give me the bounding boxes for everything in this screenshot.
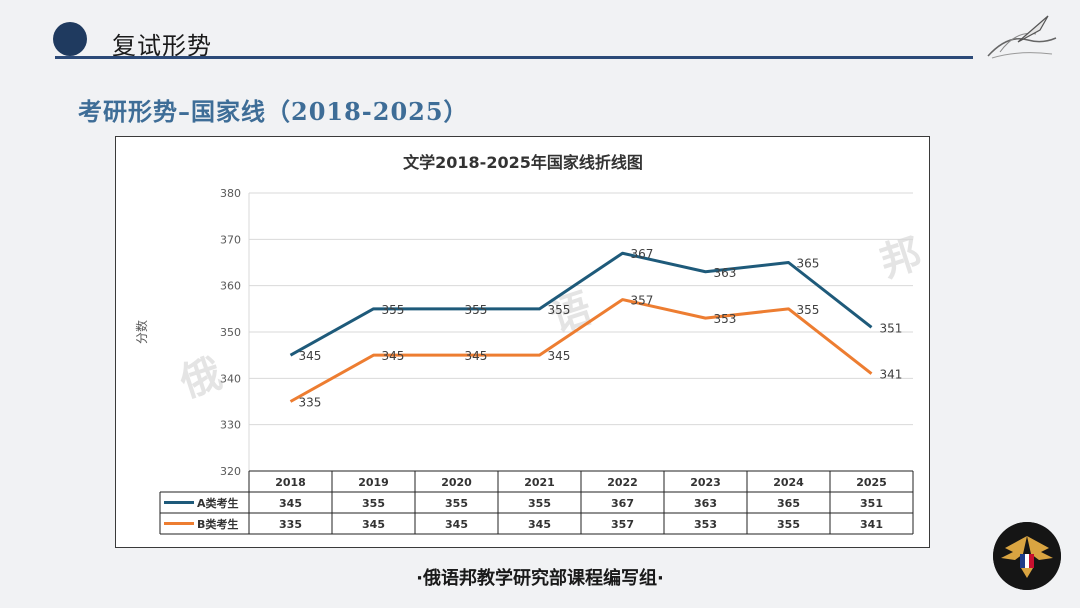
data-label: 365 xyxy=(797,257,820,271)
table-cell: 355 xyxy=(528,497,551,510)
table-cell: 335 xyxy=(279,518,302,531)
quill-ornament-icon xyxy=(987,15,1057,59)
data-label: 345 xyxy=(299,349,322,363)
table-cell: 345 xyxy=(362,518,385,531)
table-cell: 353 xyxy=(694,518,717,531)
x-tick-label: 2018 xyxy=(275,476,306,489)
data-label: 335 xyxy=(299,396,322,410)
x-tick-label: 2025 xyxy=(856,476,887,489)
data-label: 345 xyxy=(548,349,571,363)
y-tick-label: 350 xyxy=(220,326,241,339)
data-label: 353 xyxy=(714,312,737,326)
y-tick-label: 370 xyxy=(220,233,241,246)
y-tick-label: 330 xyxy=(220,419,241,432)
data-label: 341 xyxy=(880,368,903,382)
watermark-char: 邦 xyxy=(875,230,927,286)
y-tick-label: 380 xyxy=(220,187,241,200)
chart-frame: 俄语邦文学2018-2025年国家线折线图 320 330 340 350 360 370 3… xyxy=(115,136,930,548)
data-label: 345 xyxy=(382,349,405,363)
page-subtitle: 考研形势–国家线（2018-2025） xyxy=(78,97,469,126)
y-tick-label: 360 xyxy=(220,280,241,293)
table-cell: 363 xyxy=(694,497,717,510)
header-bullet xyxy=(53,22,87,56)
series-line xyxy=(289,251,873,357)
data-label: 367 xyxy=(631,247,654,261)
table-cell: 345 xyxy=(445,518,468,531)
chart-title: 文学2018-2025年国家线折线图 xyxy=(403,153,643,172)
data-label: 351 xyxy=(880,321,903,335)
legend-label: A类考生 xyxy=(197,496,239,510)
x-tick-label: 2020 xyxy=(441,476,472,489)
line-chart: 俄语邦文学2018-2025年国家线折线图3203303403503603703… xyxy=(134,153,927,535)
series-line xyxy=(289,298,873,403)
legend-label: B类考生 xyxy=(197,517,238,531)
table-cell: 365 xyxy=(777,497,800,510)
x-tick-label: 2023 xyxy=(690,476,721,489)
table-cell: 355 xyxy=(777,518,800,531)
x-tick-label: 2024 xyxy=(773,476,804,489)
eagle-logo-icon xyxy=(993,522,1061,590)
footer-credit: ·俄语邦教学研究部课程编写组· xyxy=(416,568,664,589)
table-cell: 357 xyxy=(611,518,634,531)
table-cell: 341 xyxy=(860,518,883,531)
data-label: 355 xyxy=(797,303,820,317)
data-label: 355 xyxy=(465,303,488,317)
y-tick-label: 320 xyxy=(220,465,241,478)
x-tick-label: 2021 xyxy=(524,476,555,489)
table-cell: 355 xyxy=(362,497,385,510)
x-tick-label: 2022 xyxy=(607,476,638,489)
data-label: 355 xyxy=(548,303,571,317)
table-cell: 351 xyxy=(860,497,883,510)
y-tick-label: 340 xyxy=(220,372,241,385)
header-title: 复试形势 xyxy=(112,32,212,60)
data-label: 355 xyxy=(382,303,405,317)
table-cell: 345 xyxy=(528,518,551,531)
header-divider xyxy=(55,56,973,59)
data-label: 345 xyxy=(465,349,488,363)
data-label: 357 xyxy=(631,294,654,308)
table-cell: 355 xyxy=(445,497,468,510)
data-label: 363 xyxy=(714,266,737,280)
table-cell: 367 xyxy=(611,497,634,510)
x-tick-label: 2019 xyxy=(358,476,389,489)
y-axis-label: 分数 xyxy=(134,320,149,344)
table-cell: 345 xyxy=(279,497,302,510)
